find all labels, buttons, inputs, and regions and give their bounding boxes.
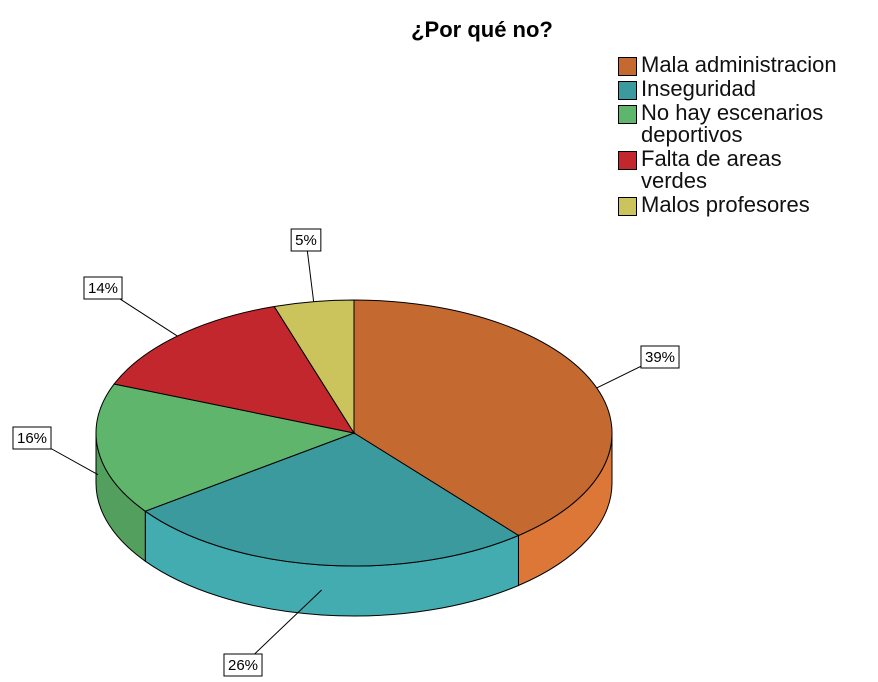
legend-label: Mala administracion bbox=[641, 52, 837, 77]
legend-label: Malos profesores bbox=[641, 192, 810, 217]
label-box bbox=[12, 426, 52, 450]
legend-swatch bbox=[618, 81, 637, 100]
leader-line bbox=[242, 589, 323, 666]
legend-item: Inseguridad bbox=[618, 78, 858, 100]
data-label: 14% bbox=[88, 280, 118, 297]
data-label: 39% bbox=[645, 349, 675, 366]
pie-slice bbox=[144, 432, 520, 567]
legend-label: Inseguridad bbox=[641, 76, 756, 101]
pie-slice bbox=[273, 299, 355, 435]
legend: Mala administracion Inseguridad No hay esc… bbox=[618, 54, 858, 218]
legend-label: Falta de areas verdes bbox=[641, 146, 782, 193]
label-box bbox=[290, 228, 322, 252]
pie-slice bbox=[95, 383, 356, 512]
legend-item: Malos profesores bbox=[618, 194, 858, 216]
data-label: 16% bbox=[17, 430, 47, 447]
label-box bbox=[83, 276, 123, 300]
legend-item: Mala administracion bbox=[618, 54, 858, 76]
legend-swatch bbox=[618, 105, 637, 124]
legend-item: Falta de areas verdes bbox=[618, 148, 858, 192]
data-label: 5% bbox=[295, 232, 317, 249]
legend-label: No hay escenarios deportivos bbox=[641, 100, 824, 147]
legend-item: No hay escenarios deportivos bbox=[618, 102, 858, 146]
data-label: 26% bbox=[228, 657, 258, 674]
chart-title: ¿Por qué no? bbox=[411, 17, 553, 42]
legend-swatch bbox=[618, 151, 637, 170]
label-box bbox=[223, 653, 263, 677]
label-box bbox=[640, 345, 680, 369]
legend-swatch bbox=[618, 57, 637, 76]
legend-swatch bbox=[618, 197, 637, 216]
